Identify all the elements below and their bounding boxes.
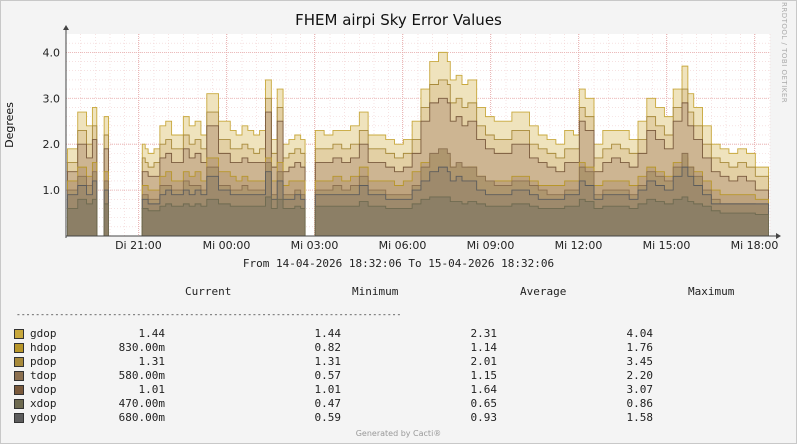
x-tick-label: Mi 00:00 [203,239,251,252]
legend-swatch-hdop [14,343,24,353]
legend-name: pdop [30,355,57,368]
legend-minimum: 0.59 [314,411,342,424]
legend-swatch-vdop [14,385,24,395]
legend-minimum: 1.31 [314,355,342,368]
footer-text: Generated by Cacti® [355,429,442,438]
header-minimum: Minimum [352,285,399,298]
legend-minimum: 0.47 [314,397,342,410]
y-tick-label: 4.0 [43,46,61,59]
legend-swatch-pdop [14,357,24,367]
legend-minimum: 0.82 [314,341,342,354]
time-range: From 14-04-2026 18:32:06 To 15-04-2026 1… [242,257,555,270]
axes: 1.0 2.0 3.0 4.0 Di 21:00 Mi 00:00 Mi 03:00 Mi 0… [43,25,781,252]
legend-swatch-xdop [14,399,24,409]
y-tick-label: 2.0 [43,138,61,151]
y-tick-label: 1.0 [43,184,61,197]
x-tick-label: Mi 06:00 [379,239,427,252]
area-xdop [141,196,306,237]
legend-maximum: 3.45 [626,355,654,368]
legend-current: 830.00m [118,341,165,354]
legend-maximum: 0.86 [626,397,654,410]
y-tick-label: 3.0 [43,92,61,105]
x-tick-label: Mi 09:00 [467,239,515,252]
x-axis-arrow [776,233,781,239]
x-tick-label: Di 21:00 [115,239,162,252]
legend-average: 0.93 [470,411,498,424]
legend-name: gdop [30,327,57,340]
series-areas [67,51,769,237]
y-axis-arrow [63,25,69,30]
legend-current: 1.31 [138,355,166,368]
legend-swatch-tdop [14,371,24,381]
separator-line: ----------------------------------------… [16,310,402,319]
legend-current: 580.00m [118,369,165,382]
area-xdop [103,203,109,237]
chart-title: FHEM airpi Sky Error Values [295,11,502,29]
legend-average: 1.14 [470,341,498,354]
area-xdop [67,198,98,237]
legend-maximum: 1.58 [626,411,654,424]
legend-minimum: 1.01 [314,383,342,396]
area-xdop [314,196,769,237]
legend-name: xdop [30,397,57,410]
legend-current: 1.01 [138,383,166,396]
legend-name: ydop [30,411,57,424]
header-maximum: Maximum [688,285,735,298]
x-tick-label: Mi 18:00 [731,239,779,252]
legend-name: hdop [30,341,57,354]
header-current: Current [185,285,232,298]
legend-average: 1.15 [470,369,498,382]
legend-maximum: 3.07 [626,383,654,396]
legend-swatch-gdop [14,329,24,339]
legend-minimum: 0.57 [314,369,342,382]
legend-current: 680.00m [118,411,165,424]
x-tick-label: Mi 03:00 [291,239,339,252]
legend-average: 2.01 [470,355,498,368]
legend-name: tdop [30,369,57,382]
legend-current: 470.00m [118,397,165,410]
legend-maximum: 2.20 [626,369,654,382]
legend-swatch-ydop [14,413,24,423]
x-tick-label: Mi 15:00 [643,239,691,252]
legend-average: 0.65 [470,397,498,410]
legend-average: 1.64 [470,383,498,396]
legend-name: vdop [30,383,57,396]
legend-maximum: 4.04 [626,327,654,340]
header-average: Average [520,285,567,298]
legend-current: 1.44 [138,327,166,340]
legend-maximum: 1.76 [626,341,654,354]
legend-average: 2.31 [470,327,498,340]
legend-minimum: 1.44 [314,327,342,340]
x-tick-label: Mi 12:00 [555,239,603,252]
